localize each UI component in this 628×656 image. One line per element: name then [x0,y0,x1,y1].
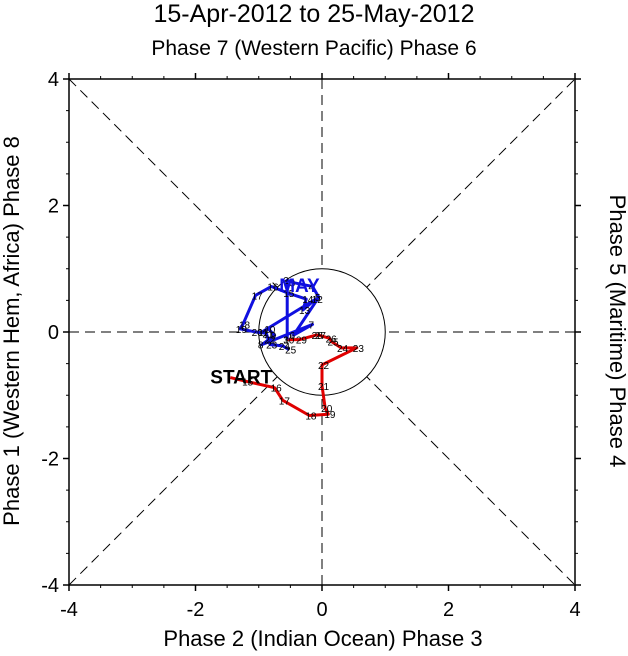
y-tick-label: 0 [48,322,59,344]
day-label: 24 [279,342,291,353]
day-label: 23 [353,344,365,355]
y-tick-label: 2 [48,196,59,218]
day-label: 11 [258,328,269,339]
day-label: 9 [271,331,277,342]
day-label: 18 [305,411,317,422]
day-label: 26 [326,334,338,345]
y-tick-label: -2 [41,449,59,471]
may-label: MAY [279,276,320,297]
day-label: 13 [299,306,311,317]
day-label: 29 [296,336,308,347]
day-label: 30 [283,336,295,347]
day-label: 15 [283,289,295,300]
day-label: 2 [283,276,289,287]
day-label: 18 [239,320,251,331]
day-label: 3 [290,279,296,290]
bottom-axis-label: Phase 2 (Indian Ocean) Phase 3 [163,626,483,651]
day-label: 8 [258,341,264,352]
series-line-april [229,333,359,417]
day-label: 25 [327,337,339,348]
chart-title: 15-Apr-2012 to 25-May-2012 [153,0,475,28]
x-tick-label: 2 [443,599,454,621]
day-label: 14 [302,295,314,306]
day-label: 20 [252,328,264,339]
y-tick-label: 4 [48,69,59,91]
day-label: 16 [267,282,279,293]
day-label: 4 [309,282,315,293]
x-tick-label: 0 [316,599,327,621]
day-label: 7 [309,320,315,331]
x-tick-label: -4 [60,599,78,621]
day-label: 19 [236,325,248,336]
day-label: 15 [242,377,254,388]
day-label: 10 [264,325,276,336]
day-label: 22 [318,361,330,372]
day-label: 17 [252,291,264,302]
day-label: 16 [271,384,283,395]
day-label: 25 [285,346,297,357]
day-label: 1 [283,336,289,347]
day-label: 5 [315,293,321,304]
day-label: 21 [318,382,330,393]
day-label: 28 [312,331,324,342]
day-label: 20 [321,404,333,415]
day-label: 12 [312,295,324,306]
day-label: 23 [266,341,278,352]
day-label: 21 [262,329,274,340]
series-line-may [238,278,321,351]
day-label: 6 [290,331,296,342]
x-tick-label: 4 [569,599,580,621]
x-tick-label: -2 [187,599,205,621]
day-label: 19 [324,410,336,421]
day-label: 22 [264,336,276,347]
day-label: 27 [315,331,327,342]
day-label: 24 [337,344,349,355]
y-tick-label: -4 [41,575,59,597]
start-label: START [210,368,272,389]
top-axis-label: Phase 7 (Western Pacific) Phase 6 [151,37,477,60]
day-label: 17 [279,396,291,407]
